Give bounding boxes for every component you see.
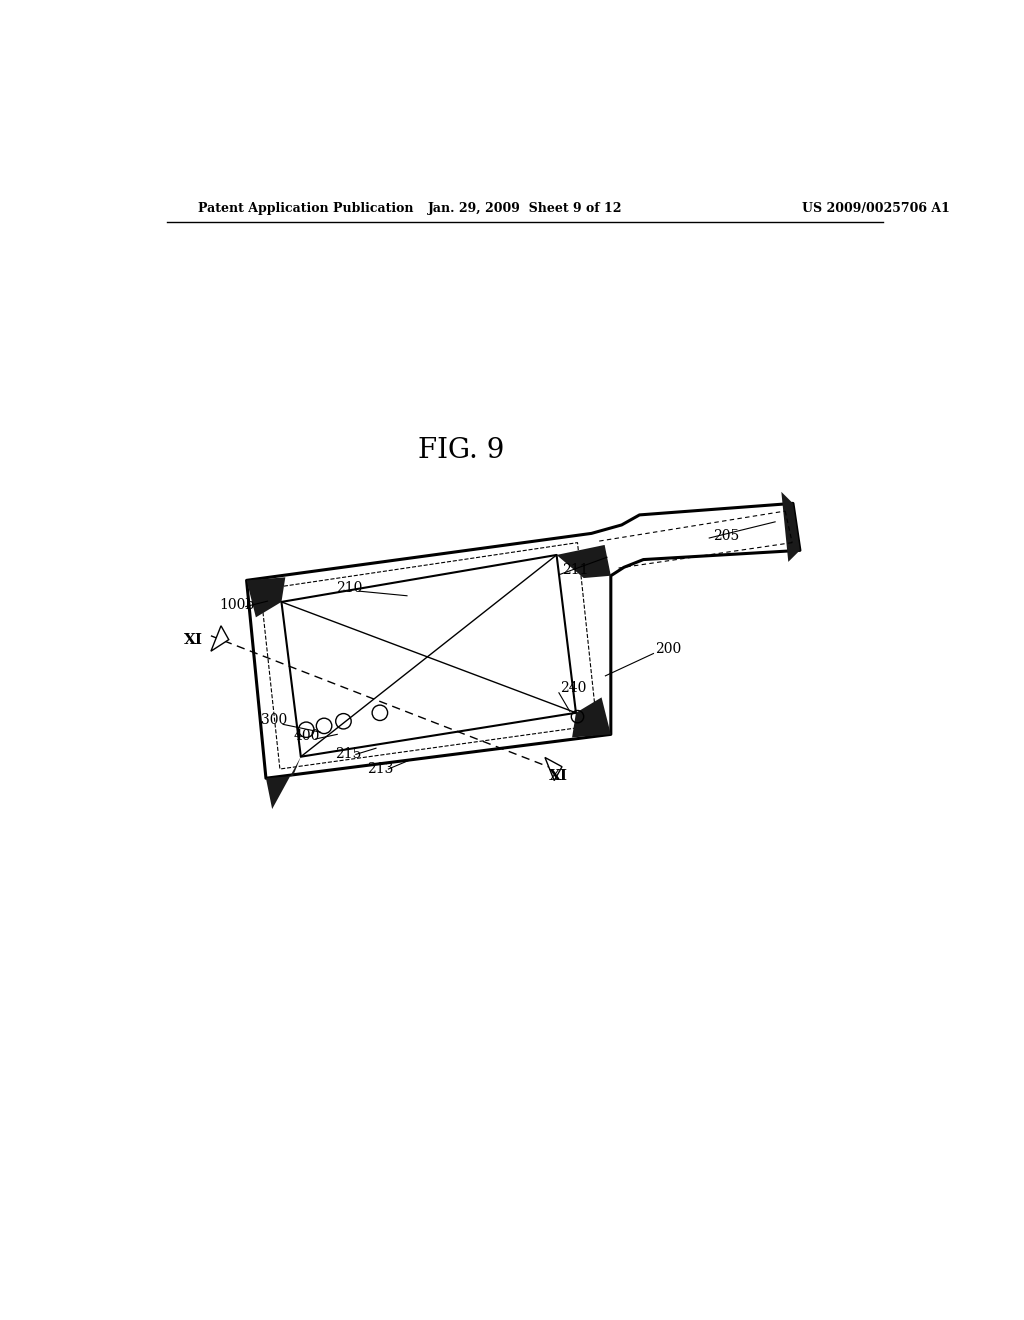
Text: 200: 200: [655, 642, 681, 656]
Text: 300: 300: [261, 714, 288, 727]
Polygon shape: [247, 503, 800, 779]
Text: 205: 205: [713, 529, 739, 543]
Polygon shape: [266, 756, 301, 809]
Text: 213: 213: [367, 762, 393, 776]
Polygon shape: [572, 697, 611, 738]
Text: FIG. 9: FIG. 9: [418, 437, 505, 465]
Polygon shape: [247, 577, 286, 618]
Text: Jan. 29, 2009  Sheet 9 of 12: Jan. 29, 2009 Sheet 9 of 12: [428, 202, 622, 215]
Text: US 2009/0025706 A1: US 2009/0025706 A1: [802, 202, 950, 215]
Text: 211: 211: [562, 564, 589, 577]
Text: 215: 215: [335, 747, 361, 762]
Polygon shape: [545, 758, 562, 780]
Text: 240: 240: [560, 681, 587, 696]
Text: 400: 400: [293, 729, 319, 743]
Text: XI: XI: [549, 770, 567, 783]
Text: XI: XI: [184, 632, 204, 647]
Polygon shape: [211, 626, 228, 651]
Text: Patent Application Publication: Patent Application Publication: [198, 202, 414, 215]
Text: 100b: 100b: [219, 598, 255, 612]
Polygon shape: [781, 492, 800, 562]
Polygon shape: [557, 545, 611, 578]
Text: 210: 210: [336, 581, 362, 595]
Polygon shape: [282, 554, 575, 756]
